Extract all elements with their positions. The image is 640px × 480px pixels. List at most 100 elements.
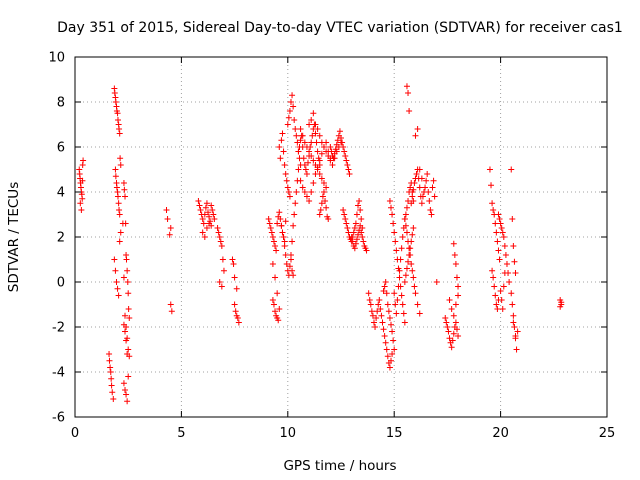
data-point <box>124 398 131 405</box>
data-point <box>382 279 389 285</box>
data-point <box>386 364 393 371</box>
data-point <box>279 130 286 137</box>
data-point <box>327 157 334 164</box>
y-tick-label: 10 <box>48 51 65 66</box>
data-point <box>334 137 341 144</box>
data-point <box>270 301 277 308</box>
data-point <box>357 207 364 213</box>
data-point <box>442 315 449 321</box>
data-point <box>445 328 452 335</box>
data-point <box>117 155 124 162</box>
data-point <box>195 198 202 204</box>
data-point <box>313 139 320 146</box>
data-point <box>489 200 496 207</box>
data-point <box>210 211 217 218</box>
data-point <box>391 346 398 353</box>
data-point <box>418 200 425 207</box>
data-point <box>167 301 174 308</box>
data-point <box>402 211 409 218</box>
data-point <box>295 148 302 155</box>
data-point <box>297 177 304 184</box>
data-point <box>286 108 293 114</box>
data-point <box>403 265 410 272</box>
data-point <box>107 369 114 375</box>
data-point <box>115 200 122 207</box>
data-point <box>498 297 505 303</box>
data-point <box>399 301 406 308</box>
data-point <box>284 267 291 274</box>
data-point <box>322 198 329 204</box>
data-point <box>301 162 308 168</box>
data-point <box>500 283 507 290</box>
axis-ticks <box>74 56 608 418</box>
data-point <box>409 193 416 200</box>
data-point <box>107 364 114 371</box>
data-point <box>397 256 404 263</box>
data-point <box>351 225 358 231</box>
data-point <box>309 132 316 139</box>
data-point <box>265 216 272 222</box>
data-point <box>384 353 391 360</box>
data-point <box>303 144 310 150</box>
data-point <box>301 139 308 146</box>
data-point <box>272 243 279 249</box>
data-point <box>113 279 120 285</box>
data-point <box>494 306 501 312</box>
y-tick-label: 8 <box>57 96 65 111</box>
data-point <box>500 234 507 240</box>
data-point <box>117 229 124 236</box>
data-point <box>196 202 203 209</box>
data-point <box>295 166 302 173</box>
data-point <box>323 148 330 155</box>
x-tick-label: 0 <box>71 426 79 441</box>
data-point <box>291 211 298 218</box>
data-point <box>111 256 118 263</box>
data-point <box>433 279 440 285</box>
data-point <box>203 200 210 207</box>
data-point <box>308 153 315 159</box>
data-point <box>125 373 132 380</box>
data-point <box>312 162 319 168</box>
data-point <box>358 229 365 236</box>
data-point <box>216 234 223 240</box>
data-point <box>509 301 516 308</box>
data-point <box>422 184 429 191</box>
data-point <box>78 207 85 213</box>
data-point <box>116 238 123 245</box>
data-point <box>112 267 119 274</box>
data-point <box>230 261 237 267</box>
data-point <box>451 252 458 258</box>
data-point <box>396 267 403 274</box>
data-point <box>323 204 330 211</box>
data-point <box>343 220 350 227</box>
data-point <box>319 193 326 200</box>
data-point <box>431 193 438 200</box>
data-point <box>385 308 392 315</box>
data-point <box>489 267 496 274</box>
data-point <box>452 301 459 308</box>
data-point <box>292 200 299 207</box>
x-tick-label: 25 <box>599 426 616 441</box>
data-point <box>308 189 315 195</box>
data-point <box>429 184 436 191</box>
data-point <box>499 306 506 312</box>
data-point <box>425 189 432 195</box>
data-point <box>119 220 126 227</box>
data-point <box>395 283 402 290</box>
data-point <box>414 301 421 308</box>
grid-lines <box>75 57 607 417</box>
data-point <box>112 166 119 173</box>
data-point <box>116 126 123 132</box>
data-point <box>323 184 330 191</box>
data-point <box>297 126 304 132</box>
data-point <box>328 148 335 155</box>
data-point <box>380 288 387 294</box>
data-point <box>506 279 513 285</box>
data-point <box>360 238 367 245</box>
data-point <box>117 162 124 168</box>
data-point <box>340 144 347 150</box>
data-point <box>277 216 284 222</box>
data-point <box>376 297 383 303</box>
data-point <box>303 171 310 177</box>
data-point <box>306 198 313 204</box>
